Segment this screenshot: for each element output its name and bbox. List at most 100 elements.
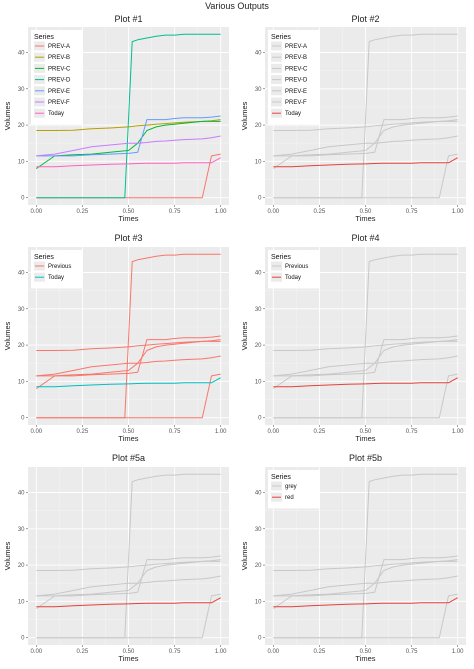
chart-title: Plot #5b bbox=[349, 453, 382, 463]
legend-label: PREV-A bbox=[285, 44, 307, 50]
series-line bbox=[273, 115, 458, 157]
x-tick-label: 0.75 bbox=[406, 429, 418, 435]
series-line bbox=[273, 135, 458, 157]
series-line bbox=[273, 335, 458, 377]
legend-title: Series bbox=[34, 254, 54, 261]
series-line bbox=[36, 135, 221, 157]
chart-title: Plot #2 bbox=[351, 14, 379, 24]
legend-label: PREV-F bbox=[48, 100, 70, 106]
x-tick-label: 0.75 bbox=[406, 209, 418, 215]
y-axis-label: Volumes bbox=[240, 321, 249, 350]
series-line bbox=[36, 597, 221, 608]
y-axis-label: Volumes bbox=[240, 541, 249, 570]
y-axis-label: Volumes bbox=[240, 101, 249, 130]
y-tick-label: 40 bbox=[255, 50, 262, 56]
y-tick-label: 20 bbox=[255, 123, 262, 129]
legend-label: Previous bbox=[48, 264, 71, 270]
legend-title: Series bbox=[271, 474, 291, 481]
legend-label: PREV-B bbox=[285, 55, 307, 61]
y-tick-label: 40 bbox=[18, 50, 25, 56]
y-tick-label: 0 bbox=[21, 636, 25, 642]
y-tick-label: 40 bbox=[255, 490, 262, 496]
x-tick-label: 0.75 bbox=[406, 649, 418, 655]
series-line bbox=[36, 253, 221, 419]
legend-title: Series bbox=[34, 34, 54, 41]
series-line bbox=[36, 340, 221, 390]
x-tick-label: 1.00 bbox=[452, 429, 464, 435]
legend-title: Series bbox=[271, 254, 291, 261]
x-tick-label: 0.50 bbox=[360, 209, 372, 215]
x-axis-label: Times bbox=[355, 434, 375, 443]
x-tick-label: 0.25 bbox=[314, 429, 326, 435]
series-line bbox=[36, 115, 221, 157]
series-line bbox=[36, 560, 221, 610]
series-line bbox=[273, 473, 458, 639]
chart-panel: Plot #1 0.00 0.25 0.50 0.75 1.00 0 10 20 30 40 Time… bbox=[3, 14, 229, 223]
legend-label: red bbox=[285, 495, 294, 501]
x-tick-label: 0.75 bbox=[169, 649, 181, 655]
x-tick-label: 0.75 bbox=[169, 209, 181, 215]
x-axis-label: Times bbox=[118, 434, 138, 443]
x-axis-label: Times bbox=[118, 654, 138, 663]
series-line bbox=[36, 555, 221, 597]
legend-label: Today bbox=[285, 275, 301, 281]
x-tick-label: 0.00 bbox=[267, 649, 279, 655]
x-tick-label: 0.50 bbox=[123, 429, 135, 435]
x-tick-label: 0.25 bbox=[77, 429, 89, 435]
x-axis-label: Times bbox=[355, 654, 375, 663]
y-tick-label: 20 bbox=[18, 343, 25, 349]
series-line bbox=[273, 253, 458, 419]
y-tick-label: 0 bbox=[21, 416, 25, 422]
y-tick-label: 10 bbox=[18, 379, 25, 385]
y-tick-label: 0 bbox=[258, 196, 262, 202]
y-axis-label: Volumes bbox=[3, 321, 12, 350]
legend-label: PREV-E bbox=[285, 89, 307, 95]
y-tick-label: 10 bbox=[255, 599, 262, 605]
y-tick-label: 20 bbox=[255, 563, 262, 569]
y-tick-label: 0 bbox=[258, 416, 262, 422]
x-tick-label: 0.00 bbox=[30, 209, 42, 215]
y-tick-label: 30 bbox=[18, 87, 25, 93]
x-tick-label: 0.50 bbox=[123, 209, 135, 215]
x-tick-label: 0.75 bbox=[169, 429, 181, 435]
y-tick-label: 30 bbox=[18, 307, 25, 313]
y-tick-label: 30 bbox=[255, 307, 262, 313]
series-line bbox=[36, 377, 221, 388]
series-line bbox=[36, 335, 221, 377]
y-tick-label: 20 bbox=[18, 123, 25, 129]
series-line bbox=[36, 120, 221, 170]
series-line bbox=[273, 575, 458, 597]
x-tick-label: 1.00 bbox=[215, 209, 227, 215]
legend-label: PREV-B bbox=[48, 55, 70, 61]
y-tick-label: 0 bbox=[21, 196, 25, 202]
x-tick-label: 0.00 bbox=[30, 429, 42, 435]
x-axis-label: Times bbox=[118, 214, 138, 223]
series-line bbox=[273, 560, 458, 610]
x-tick-label: 0.00 bbox=[267, 429, 279, 435]
chart-panel: Plot #3 0.00 0.25 0.50 0.75 1.00 0 10 20 30 40 Time… bbox=[3, 233, 229, 443]
legend-label: Today bbox=[48, 275, 64, 281]
x-tick-label: 0.25 bbox=[314, 209, 326, 215]
y-tick-label: 10 bbox=[18, 599, 25, 605]
x-tick-label: 0.00 bbox=[267, 209, 279, 215]
series-line bbox=[36, 473, 221, 639]
y-tick-label: 20 bbox=[255, 343, 262, 349]
chart-panel: Plot #4 0.00 0.25 0.50 0.75 1.00 0 10 20 30 40 Time… bbox=[240, 233, 466, 443]
series-line bbox=[273, 157, 458, 168]
legend-label: PREV-F bbox=[285, 100, 307, 106]
x-tick-label: 0.25 bbox=[77, 209, 89, 215]
legend-title: Series bbox=[271, 34, 291, 41]
x-axis-label: Times bbox=[355, 214, 375, 223]
chart-title: Plot #3 bbox=[114, 233, 142, 243]
y-tick-label: 30 bbox=[255, 87, 262, 93]
legend-label: PREV-E bbox=[48, 89, 70, 95]
series-line bbox=[273, 120, 458, 170]
y-tick-label: 0 bbox=[258, 636, 262, 642]
chart-panel: Plot #5b 0.00 0.25 0.50 0.75 1.00 0 10 20 30 40 Tim… bbox=[240, 453, 466, 663]
figure-title: Various Outputs bbox=[205, 1, 269, 11]
x-tick-label: 1.00 bbox=[215, 649, 227, 655]
y-axis-label: Volumes bbox=[3, 541, 12, 570]
legend-label: PREV-C bbox=[48, 66, 71, 72]
